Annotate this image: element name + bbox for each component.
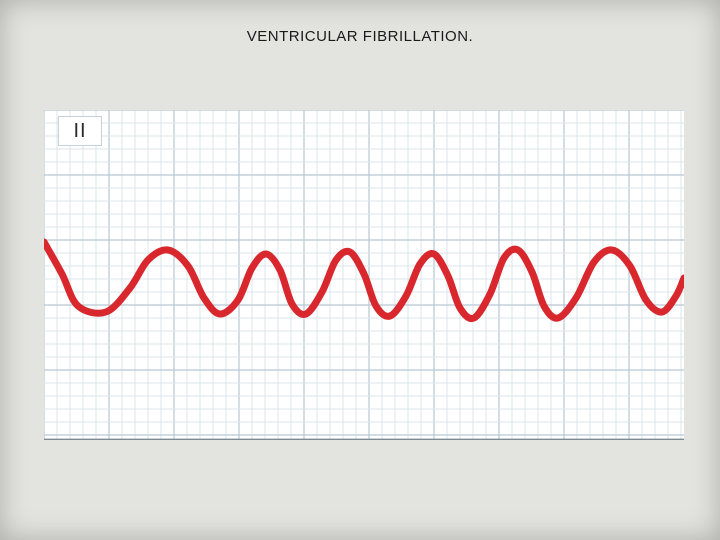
lead-label-text: II <box>73 120 86 143</box>
slide-title: VENTRICULAR FIBRILLATION. <box>0 28 720 45</box>
ecg-strip: II <box>44 110 684 440</box>
ecg-trace <box>44 110 684 440</box>
lead-label-box: II <box>58 116 102 146</box>
slide: VENTRICULAR FIBRILLATION. II <box>0 0 720 540</box>
